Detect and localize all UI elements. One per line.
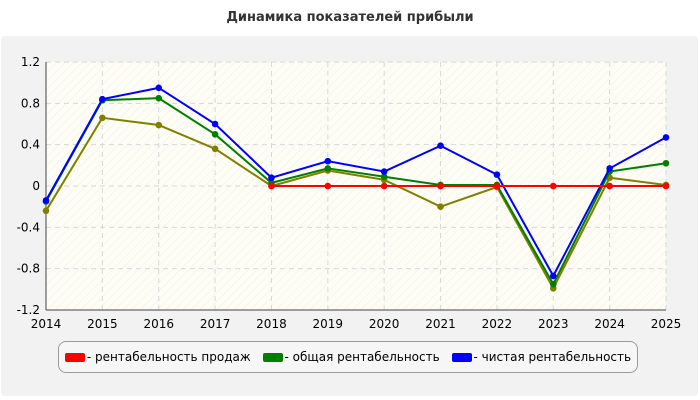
x-tick-label: 2024 xyxy=(594,317,625,331)
data-point-2 xyxy=(606,165,613,172)
legend-label-total: - общая рентабельность xyxy=(284,350,440,364)
data-point-1 xyxy=(324,165,332,172)
data-point-2 xyxy=(437,142,444,149)
y-tick-label: -0.4 xyxy=(17,220,40,234)
x-tick-label: 2017 xyxy=(200,317,231,331)
y-tick-label: 1.2 xyxy=(21,55,40,69)
data-point-0 xyxy=(437,182,444,190)
data-point-0 xyxy=(606,182,613,190)
data-point-3 xyxy=(211,145,219,153)
data-point-3 xyxy=(42,207,50,215)
legend-item-total: - общая рентабельность xyxy=(262,350,440,364)
data-point-0 xyxy=(493,182,501,190)
data-point-2 xyxy=(380,168,388,175)
data-point-2 xyxy=(268,174,275,182)
axes xyxy=(45,62,666,311)
y-tick-label: -1.2 xyxy=(17,303,40,317)
data-point-0 xyxy=(549,182,557,190)
data-point-1 xyxy=(380,173,388,180)
legend: - рентабельность продаж - общая рентабел… xyxy=(58,341,638,373)
data-point-3 xyxy=(437,203,444,210)
legend-item-sales: - рентабельность продаж xyxy=(64,350,251,364)
y-tick-label: -0.8 xyxy=(17,262,40,276)
legend-swatch-total xyxy=(262,352,283,362)
data-point-0 xyxy=(380,182,388,190)
data-point-2 xyxy=(549,272,557,280)
x-tick-label: 2022 xyxy=(482,317,513,331)
x-tick-label: 2023 xyxy=(538,317,569,331)
legend-label-net: - чистая рентабельность xyxy=(473,350,632,364)
y-tick-label: 0.8 xyxy=(21,96,40,110)
y-tick-label: 0.4 xyxy=(21,138,40,152)
series-group xyxy=(42,84,670,292)
series-line-2 xyxy=(45,86,667,279)
series-line-3 xyxy=(45,116,667,291)
y-tick-label: 0 xyxy=(32,179,40,193)
data-point-2 xyxy=(99,95,106,103)
legend-label-sales: - рентабельность продаж xyxy=(86,350,251,364)
x-tick-label: 2016 xyxy=(143,317,174,331)
data-point-1 xyxy=(549,280,557,288)
data-point-3 xyxy=(99,114,106,122)
data-point-1 xyxy=(662,159,670,167)
data-point-0 xyxy=(324,182,332,190)
data-point-2 xyxy=(493,171,501,178)
chart-title: Динамика показателей прибыли xyxy=(226,10,474,25)
x-tick-label: 2020 xyxy=(369,317,400,331)
data-point-2 xyxy=(155,84,163,92)
legend-swatch-net xyxy=(451,352,472,362)
data-point-0 xyxy=(662,182,670,190)
series-line-1 xyxy=(45,97,667,287)
data-point-2 xyxy=(662,134,670,141)
legend-swatch-sales xyxy=(64,352,85,362)
x-tick-label: 2018 xyxy=(256,317,287,331)
data-point-1 xyxy=(155,94,163,102)
x-tick-label: 2014 xyxy=(31,317,62,331)
x-tick-label: 2015 xyxy=(87,317,118,331)
x-tick-label: 2025 xyxy=(651,317,682,331)
data-point-2 xyxy=(42,197,50,204)
data-point-0 xyxy=(268,182,275,190)
data-point-2 xyxy=(324,157,332,165)
x-tick-label: 2019 xyxy=(313,317,344,331)
data-point-2 xyxy=(211,120,219,128)
x-tick-label: 2021 xyxy=(425,317,456,331)
data-point-3 xyxy=(155,121,163,129)
legend-item-net: - чистая рентабельность xyxy=(451,350,632,364)
data-point-1 xyxy=(211,131,219,138)
